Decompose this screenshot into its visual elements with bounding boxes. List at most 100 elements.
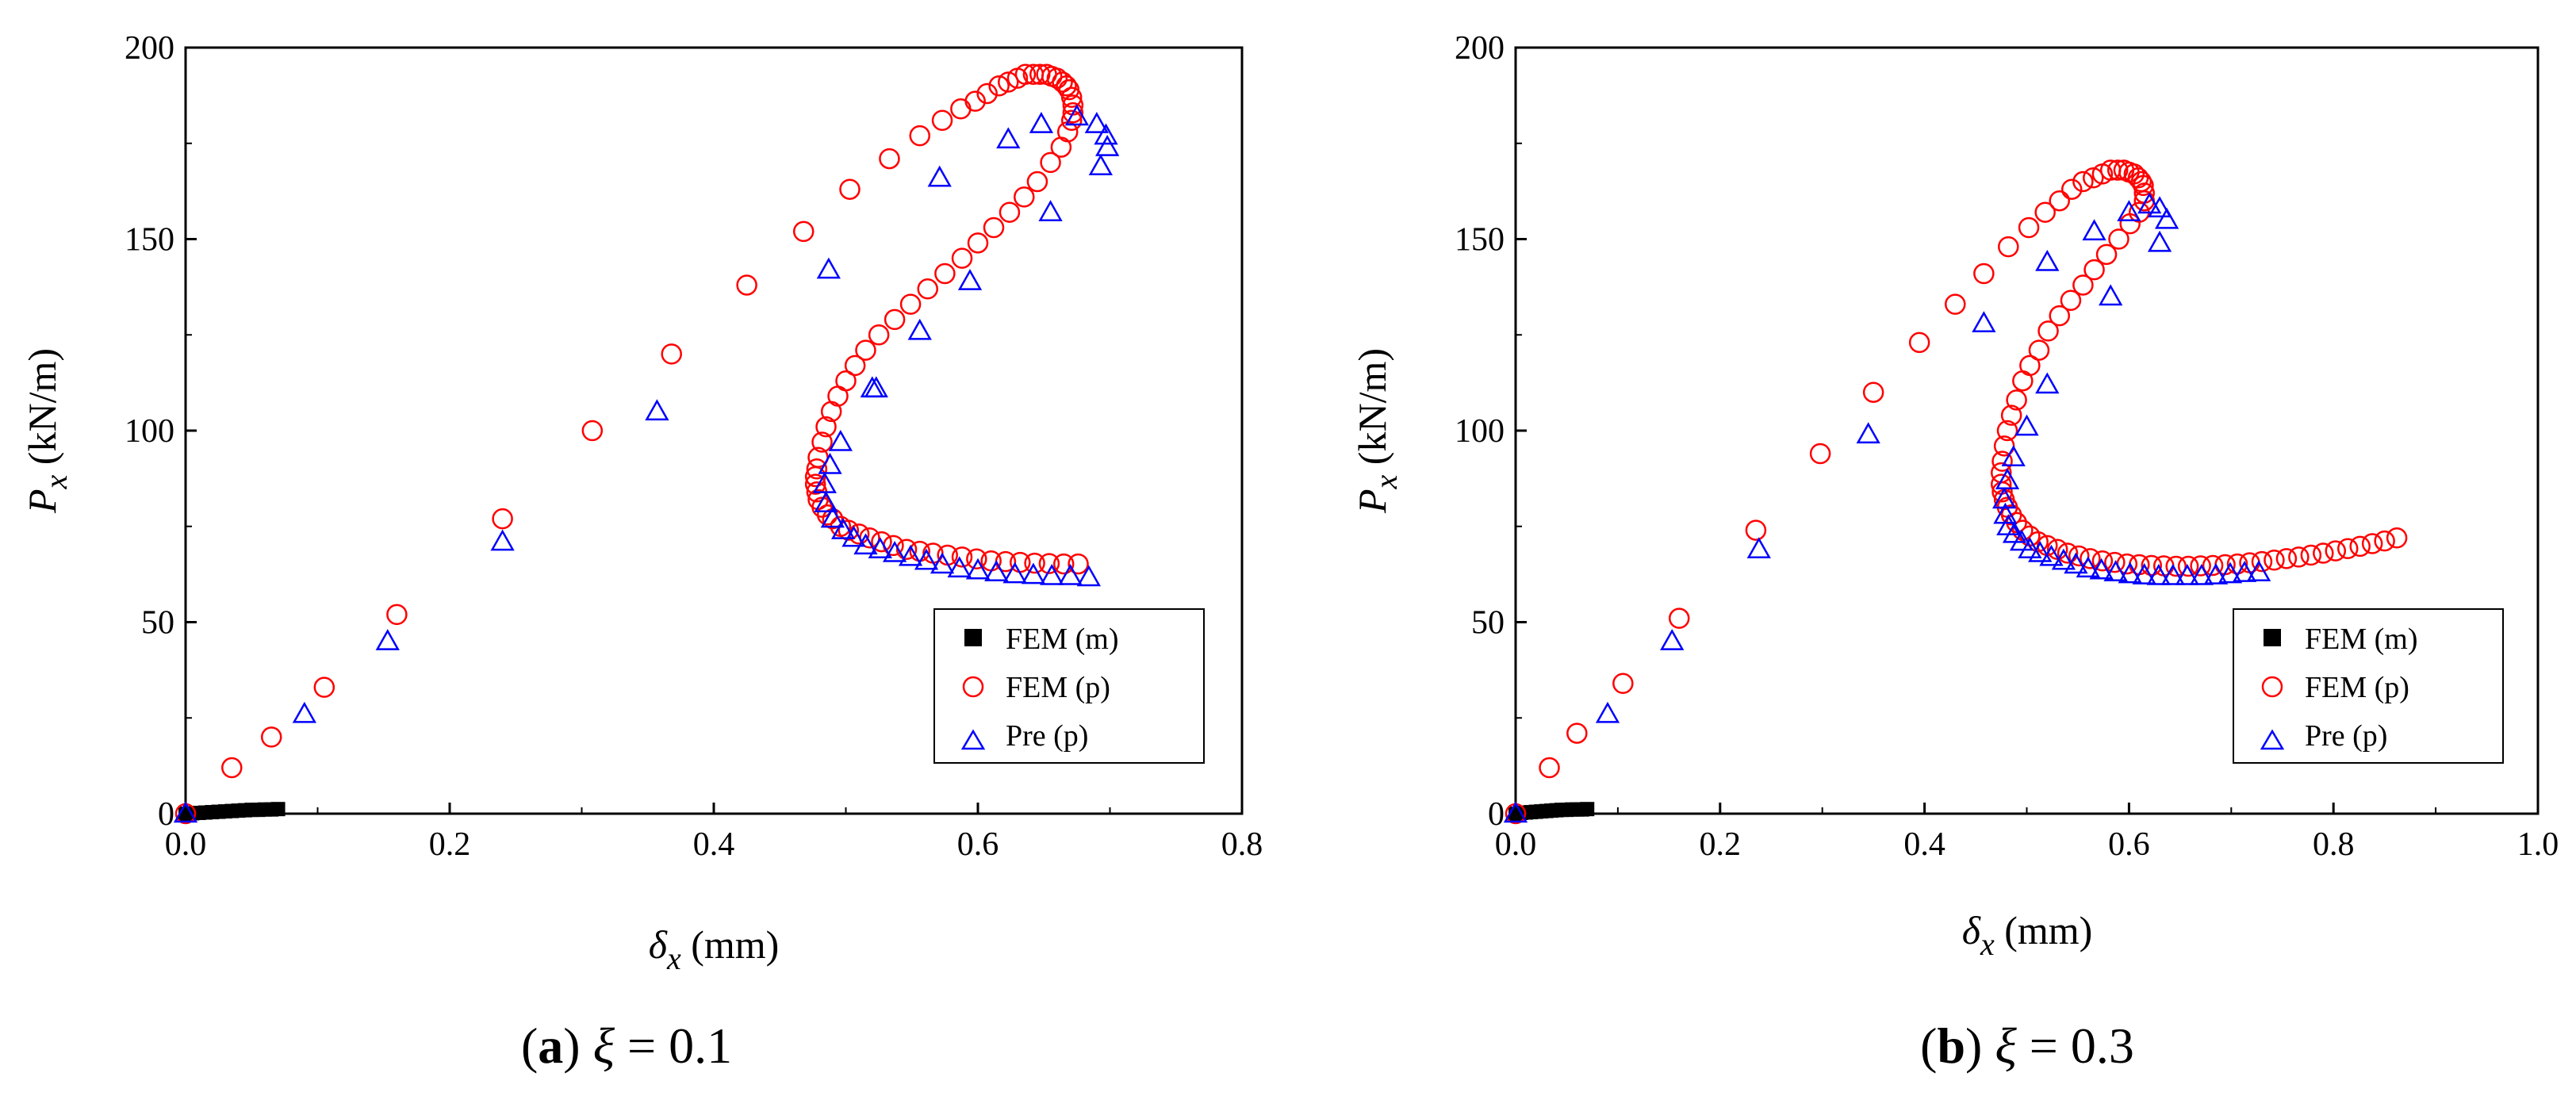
b-series-1-point-67 <box>2165 555 2187 577</box>
a-points <box>173 63 1120 825</box>
a-series-2-point-17 <box>898 544 923 566</box>
b-series-2-point-28 <box>2076 556 2100 578</box>
b-series-2-point-12 <box>2147 230 2172 252</box>
b-series-1-point-1 <box>1539 757 1560 779</box>
a-series-2-point-15 <box>868 537 892 558</box>
a-series-2-point-35 <box>1088 154 1113 175</box>
b-y-tick-label-4: 200 <box>1455 30 1505 67</box>
a-series-1-point-18 <box>998 71 1019 93</box>
b-series-1-point-70 <box>2202 554 2224 577</box>
b-series-2-point-8 <box>2117 200 2141 221</box>
b-series-2-point-16 <box>2001 445 2026 467</box>
a-series-2-point-22 <box>984 560 1009 581</box>
b-caption-symbol: ξ <box>1995 1017 2017 1074</box>
b-series-1-point-15 <box>2060 178 2083 200</box>
a-series-1-point-48 <box>844 354 866 377</box>
a-caption-value: = 0.1 <box>615 1017 732 1074</box>
svg-text:Px (kN/m): Px (kN/m) <box>1350 348 1404 514</box>
a-series-2-point-24 <box>1021 562 1046 584</box>
a-caption-letter: a <box>538 1017 563 1074</box>
a-series-2-point-31 <box>1064 104 1090 126</box>
b-series-2-point-0 <box>1503 801 1528 823</box>
a-legend: FEM (m) FEM (p) Pre (p) <box>933 608 1205 764</box>
b-x-tick-label-1: 0.2 <box>1700 826 1742 863</box>
a-ylabel-unit: (kN/m) <box>20 348 64 475</box>
a-legend-label-0: FEM (m) <box>1006 623 1119 656</box>
a-y-tick-label-3: 150 <box>125 222 174 259</box>
a-series-1-point-38 <box>999 201 1021 223</box>
a-x-tick-label-1: 0.2 <box>429 826 471 863</box>
a-series-1-point-39 <box>983 217 1005 239</box>
b-series-2-point-17 <box>1995 468 2020 490</box>
b-series-1-point-14 <box>2049 190 2070 212</box>
a-series-1-point-29 <box>1060 86 1083 109</box>
b-series-2-point-33 <box>2146 563 2171 585</box>
b-series-2-point-40 <box>2246 560 2271 581</box>
b-series-2-point-10 <box>2147 196 2172 218</box>
b-series-1-point-42 <box>2000 404 2022 426</box>
b-series-2-point-31 <box>2118 561 2142 584</box>
b-series-1-point-26 <box>2133 174 2154 197</box>
a-x-tick-label-2: 0.4 <box>693 826 735 863</box>
b-ylabel-subscript: x <box>1368 474 1404 489</box>
b-series-1-point-84 <box>2374 530 2395 552</box>
a-series-2-point-34 <box>1095 135 1120 156</box>
a-series-1-point-36 <box>1026 171 1048 193</box>
b-x-tick-label-3: 0.6 <box>2108 826 2150 863</box>
a-legend-marker-0 <box>964 629 982 646</box>
a-series-1-point-14 <box>950 98 972 120</box>
b-x-tick-label-2: 0.4 <box>1903 826 1945 863</box>
a-series-1-point-64 <box>838 519 860 541</box>
b-xlabel: δx (mm) <box>1962 908 2093 962</box>
a-series-1-point-7 <box>661 343 682 365</box>
a-y-tick-label-4: 200 <box>125 30 174 67</box>
b-ylabel-unit: (kN/m) <box>1350 348 1394 475</box>
b-series-1-point-32 <box>2095 243 2118 266</box>
b-xlabel-subscript: x <box>1980 926 1995 962</box>
a-series-1-point-57 <box>804 473 826 495</box>
a-series-1-point-78 <box>1024 552 1045 574</box>
a-series-1-point-40 <box>967 232 989 254</box>
b-series-1-point-10 <box>1973 263 1995 285</box>
b-series-2-point-1 <box>1595 701 1620 723</box>
a-series-1-point-79 <box>1038 553 1060 574</box>
a-series-2-point-19 <box>930 552 955 574</box>
b-series-2-point-36 <box>2189 563 2214 585</box>
a-series-1-point-52 <box>815 416 837 438</box>
b-series-1-point-74 <box>2251 550 2273 573</box>
b-series-1-point-13 <box>2034 201 2056 223</box>
a-series-2-point-0 <box>173 801 198 823</box>
b-series-2-point-2 <box>1660 629 1685 650</box>
b-caption-letter: b <box>1937 1017 1965 1074</box>
a-series-2-point-18 <box>914 548 939 570</box>
a-x-tick-label-0: 0.0 <box>165 826 207 863</box>
b-series-1-point-16 <box>2072 171 2094 193</box>
b-series-1-point-6 <box>1809 443 1831 465</box>
b-series-1-point-59 <box>2068 545 2090 567</box>
a-series-1-point-41 <box>951 247 973 269</box>
b-series-1-point-3 <box>1612 673 1634 695</box>
a-series-1-point-74 <box>966 548 987 570</box>
b-series-0-point-14 <box>1580 802 1595 817</box>
b-series-2-point-26 <box>2051 548 2076 570</box>
b-series-1-point-58 <box>2057 542 2079 564</box>
b-series-1-point-60 <box>2080 548 2101 569</box>
b-series-2-point-13 <box>2099 284 2123 306</box>
b-points <box>1503 159 2408 825</box>
a-series-1-point-11 <box>879 148 900 170</box>
a-series-2-point-33 <box>1094 123 1118 145</box>
b-series-2-point-5 <box>1972 311 1996 333</box>
a-series-2-point-4 <box>645 399 669 421</box>
a-series-1-point-46 <box>868 324 890 346</box>
b-legend-marker-0 <box>2264 629 2281 646</box>
a-series-1-point-56 <box>804 466 826 488</box>
b-series-1-point-31 <box>2108 228 2129 250</box>
a-series-1-point-10 <box>839 178 861 200</box>
b-series-1-point-36 <box>2049 305 2070 327</box>
a-x-tick-label-4: 0.8 <box>1221 826 1263 863</box>
a-series-1-point-27 <box>1056 75 1077 97</box>
b-caption: (b) ξ = 0.3 <box>1920 1017 2134 1074</box>
a-ylabel-subscript: x <box>38 474 74 489</box>
a-series-1-point-73 <box>951 546 973 568</box>
